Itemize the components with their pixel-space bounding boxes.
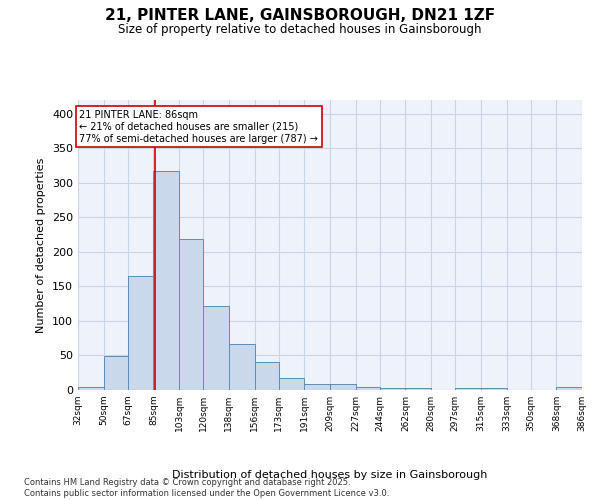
Bar — [380, 388, 406, 390]
Bar — [78, 387, 104, 390]
Bar — [179, 239, 203, 390]
Bar — [481, 388, 506, 390]
Bar — [104, 356, 128, 390]
Text: 21, PINTER LANE, GAINSBOROUGH, DN21 1ZF: 21, PINTER LANE, GAINSBOROUGH, DN21 1ZF — [105, 8, 495, 22]
Bar — [455, 388, 481, 390]
Bar — [154, 171, 179, 390]
Bar — [556, 387, 582, 390]
Y-axis label: Number of detached properties: Number of detached properties — [37, 158, 46, 332]
Bar — [330, 384, 356, 390]
Text: 21 PINTER LANE: 86sqm
← 21% of detached houses are smaller (215)
77% of semi-det: 21 PINTER LANE: 86sqm ← 21% of detached … — [79, 110, 318, 144]
Bar — [203, 306, 229, 390]
Bar — [304, 384, 330, 390]
Bar — [229, 344, 254, 390]
Bar — [128, 276, 154, 390]
Text: Contains HM Land Registry data © Crown copyright and database right 2025.
Contai: Contains HM Land Registry data © Crown c… — [24, 478, 389, 498]
Bar — [279, 378, 304, 390]
Text: Distribution of detached houses by size in Gainsborough: Distribution of detached houses by size … — [172, 470, 488, 480]
Bar — [406, 388, 431, 390]
Bar — [356, 386, 380, 390]
Bar — [254, 362, 279, 390]
Text: Size of property relative to detached houses in Gainsborough: Size of property relative to detached ho… — [118, 22, 482, 36]
